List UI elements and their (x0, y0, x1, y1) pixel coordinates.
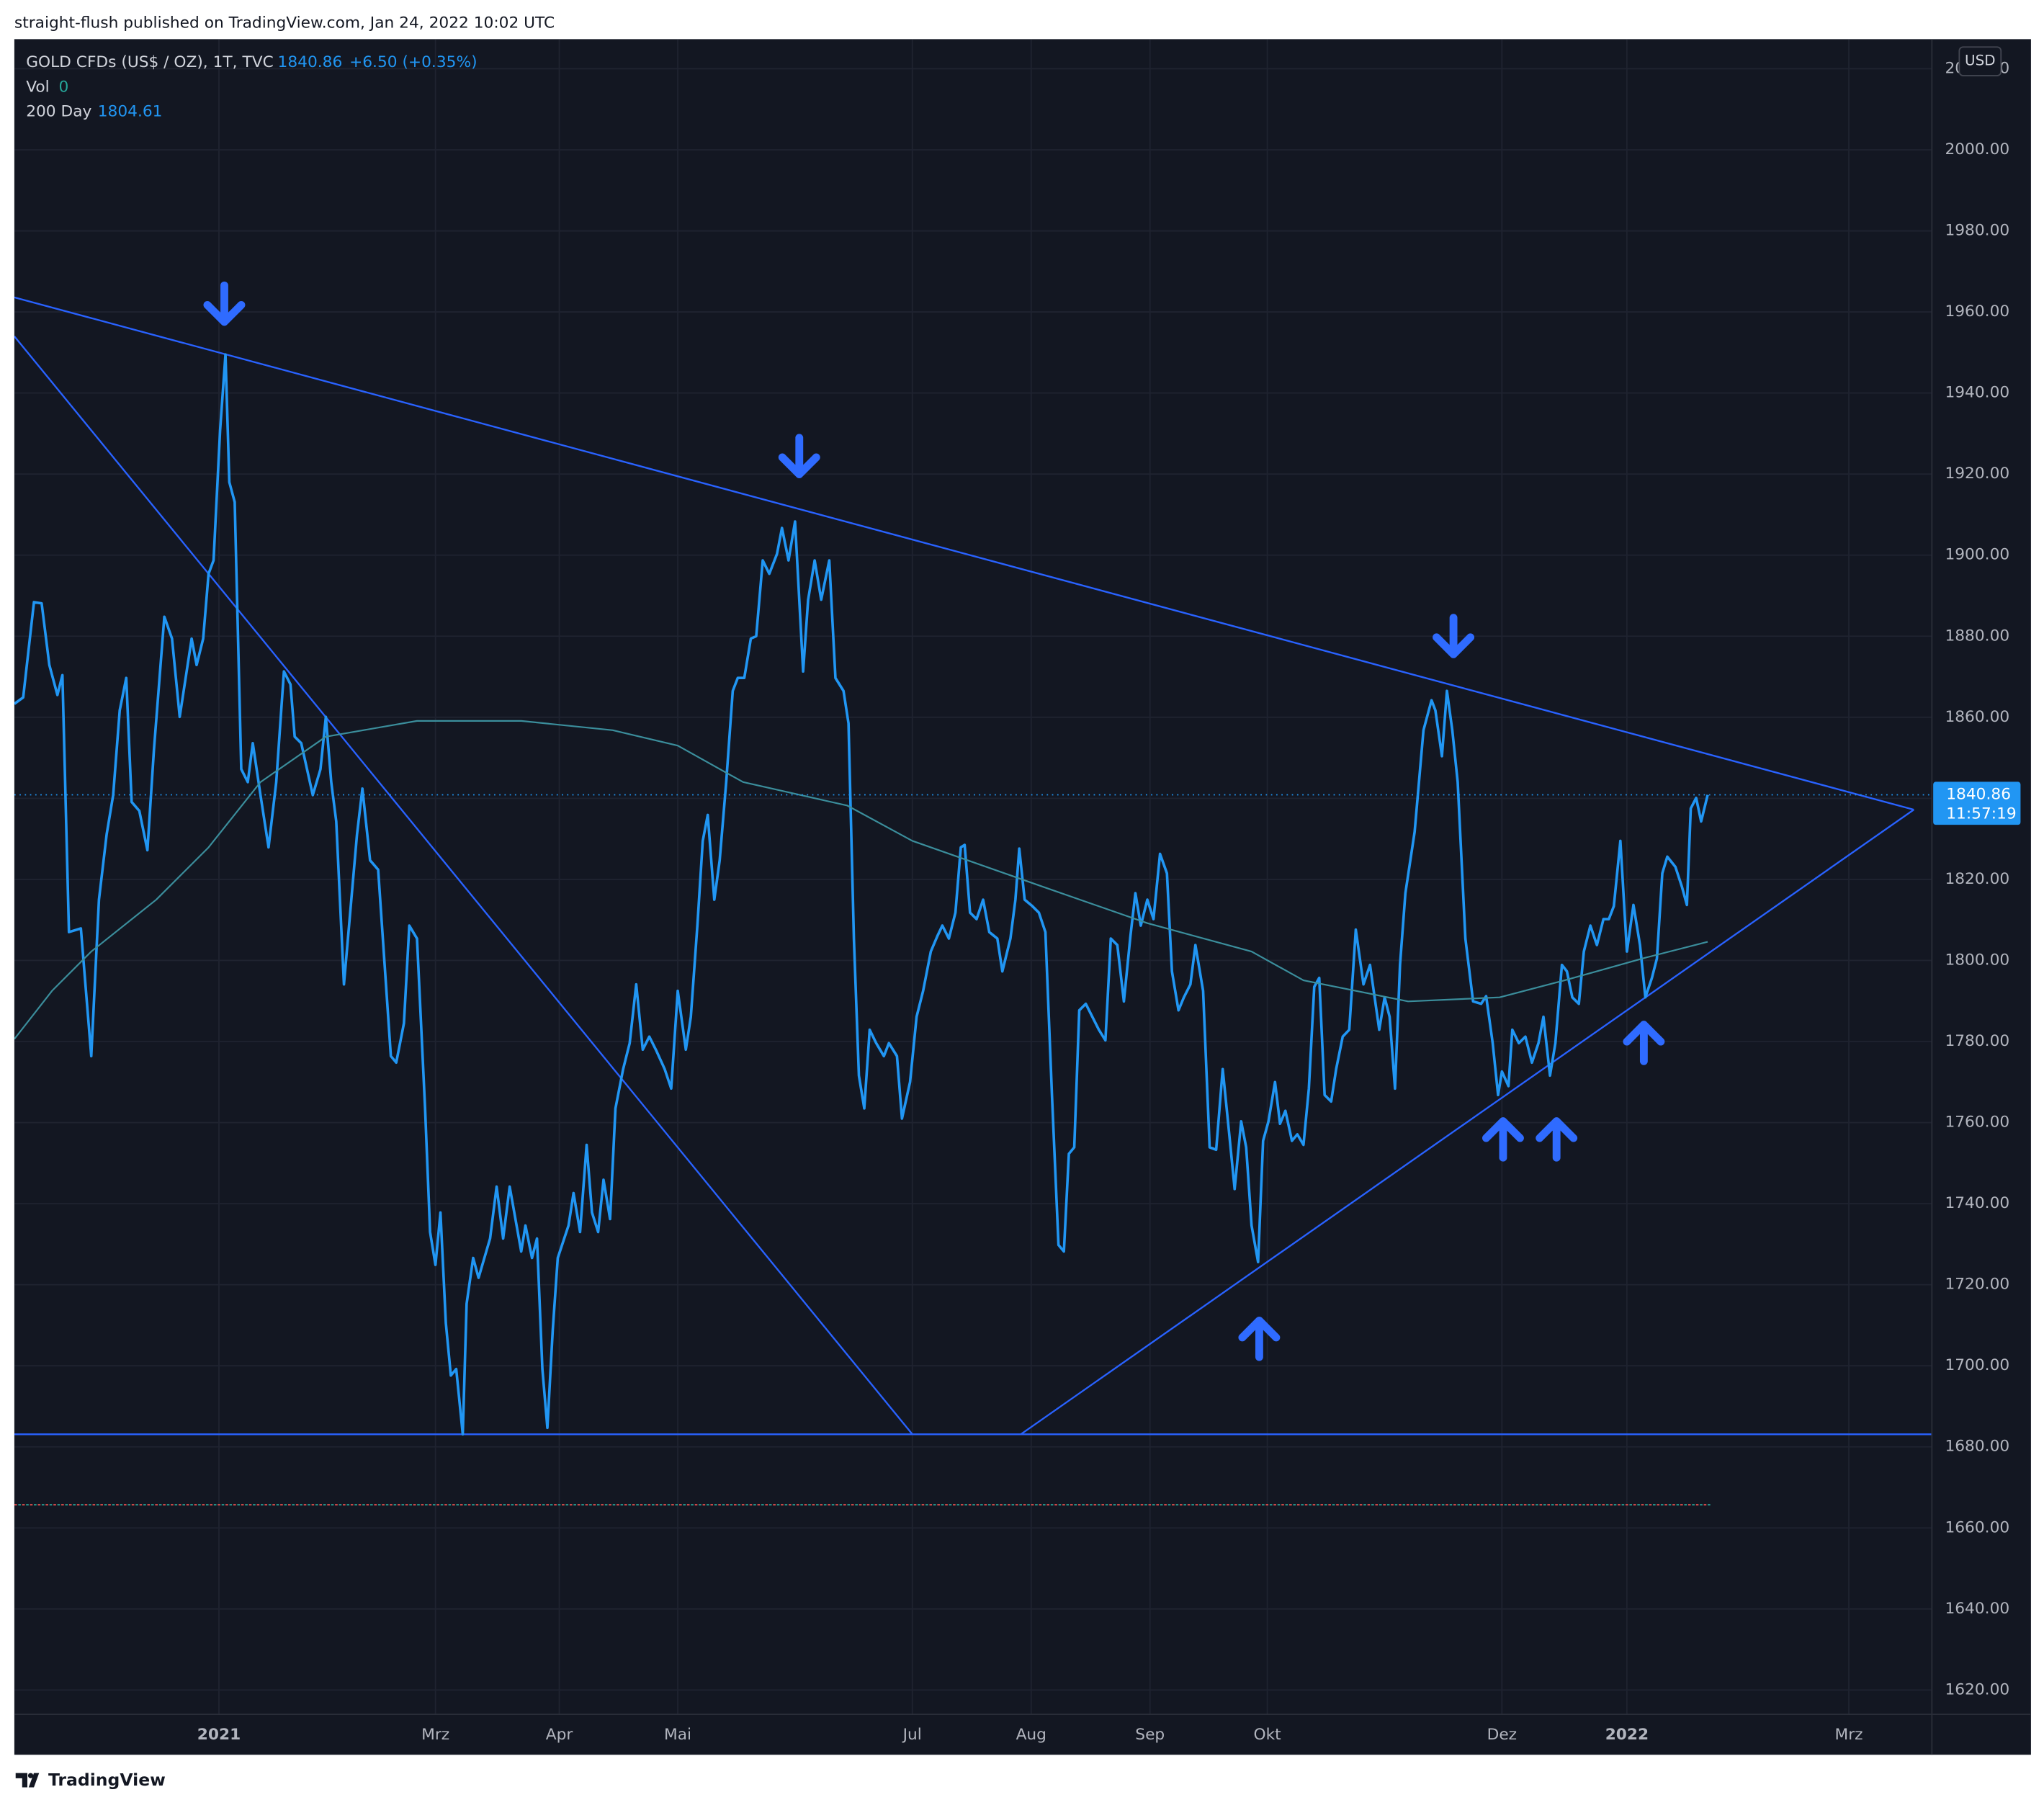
x-tick-label: Mrz (421, 1726, 449, 1744)
x-tick-label: Aug (1016, 1726, 1046, 1744)
arrow-up (1536, 1117, 1578, 1162)
plot-area (14, 39, 1932, 1715)
trend-line (1020, 809, 1914, 1436)
chart-background (14, 39, 2031, 1755)
legend-change: +6.50 (+0.35%) (349, 53, 477, 71)
legend: GOLD CFDs (US$ / OZ), 1T, TVC 1840.86 +6.5… (26, 53, 477, 121)
brand-logo (15, 1773, 40, 1788)
currency-box (1958, 46, 2002, 76)
arrow-down (778, 434, 820, 478)
logo-dot (27, 1773, 34, 1778)
moving-average-line (14, 720, 1708, 1040)
y-tick-label: 1760.00 (1945, 1114, 2009, 1132)
legend-ma-value: 1804.61 (98, 103, 163, 121)
arrow-down (1433, 614, 1475, 658)
y-tick-label: 1660.00 (1945, 1518, 2009, 1536)
legend-value: 1840.86 (278, 53, 343, 71)
x-tick-label: Mrz (1834, 1726, 1863, 1744)
y-tick-label: 1880.00 (1945, 627, 2009, 645)
y-tick-label: 1960.00 (1945, 303, 2009, 321)
y-tick-label: 1900.00 (1945, 546, 2009, 564)
y-tick-label: 1800.00 (1945, 951, 2009, 969)
legend-volume-name: Vol (26, 78, 49, 96)
arrow-down (203, 281, 246, 326)
y-tick-label: 1700.00 (1945, 1356, 2009, 1374)
arrow-up (1623, 1021, 1665, 1065)
price-label: 1840.86 (1946, 786, 2011, 804)
y-tick-label: 1980.00 (1945, 222, 2009, 240)
y-tick-label: 1720.00 (1945, 1276, 2009, 1294)
price-line (14, 353, 1709, 1436)
logo (15, 1773, 40, 1788)
legend-volume-value: 0 (58, 78, 68, 96)
legend-ma-name: 200 Day (26, 103, 91, 121)
y-tick-label: 2000.00 (1945, 140, 2009, 158)
y-tick-label: 1620.00 (1945, 1680, 2009, 1698)
trend-line (14, 296, 1914, 811)
x-tick-label: Sep (1135, 1726, 1165, 1744)
price-label-box (1933, 781, 2021, 825)
currency: USD (1965, 53, 1996, 69)
x-tick-label: Dez (1487, 1726, 1517, 1744)
attribution: straight-flush published on TradingView.… (14, 14, 555, 32)
y-tick-label: 1820.00 (1945, 870, 2009, 888)
countdown: 11:57:19 (1946, 805, 2016, 823)
y-tick-label: 1860.00 (1945, 708, 2009, 726)
y-tick-label: 1920.00 (1945, 465, 2009, 483)
legend-series-name: GOLD CFDs (US$ / OZ), 1T, TVC (26, 53, 274, 71)
trend-line (14, 336, 913, 1436)
arrow-up (1482, 1117, 1524, 1162)
x-tick-label: 2021 (197, 1726, 241, 1744)
y-tick-label: 1740.00 (1945, 1194, 2009, 1212)
x-tick-label: Jul (902, 1726, 922, 1744)
x-tick-label: Mai (664, 1726, 691, 1744)
x-tick-label: 2022 (1605, 1726, 1649, 1744)
brand: TradingView (48, 1770, 166, 1790)
y-tick-label: 1680.00 (1945, 1438, 2009, 1456)
y-tick-label: 1940.00 (1945, 384, 2009, 402)
x-tick-label: Apr (546, 1726, 573, 1744)
plot-content (14, 39, 1932, 1715)
arrow-up (1238, 1316, 1281, 1361)
y-tick-label: 1640.00 (1945, 1600, 2009, 1618)
y-tick-label: 1780.00 (1945, 1032, 2009, 1050)
x-tick-label: Okt (1254, 1726, 1281, 1744)
